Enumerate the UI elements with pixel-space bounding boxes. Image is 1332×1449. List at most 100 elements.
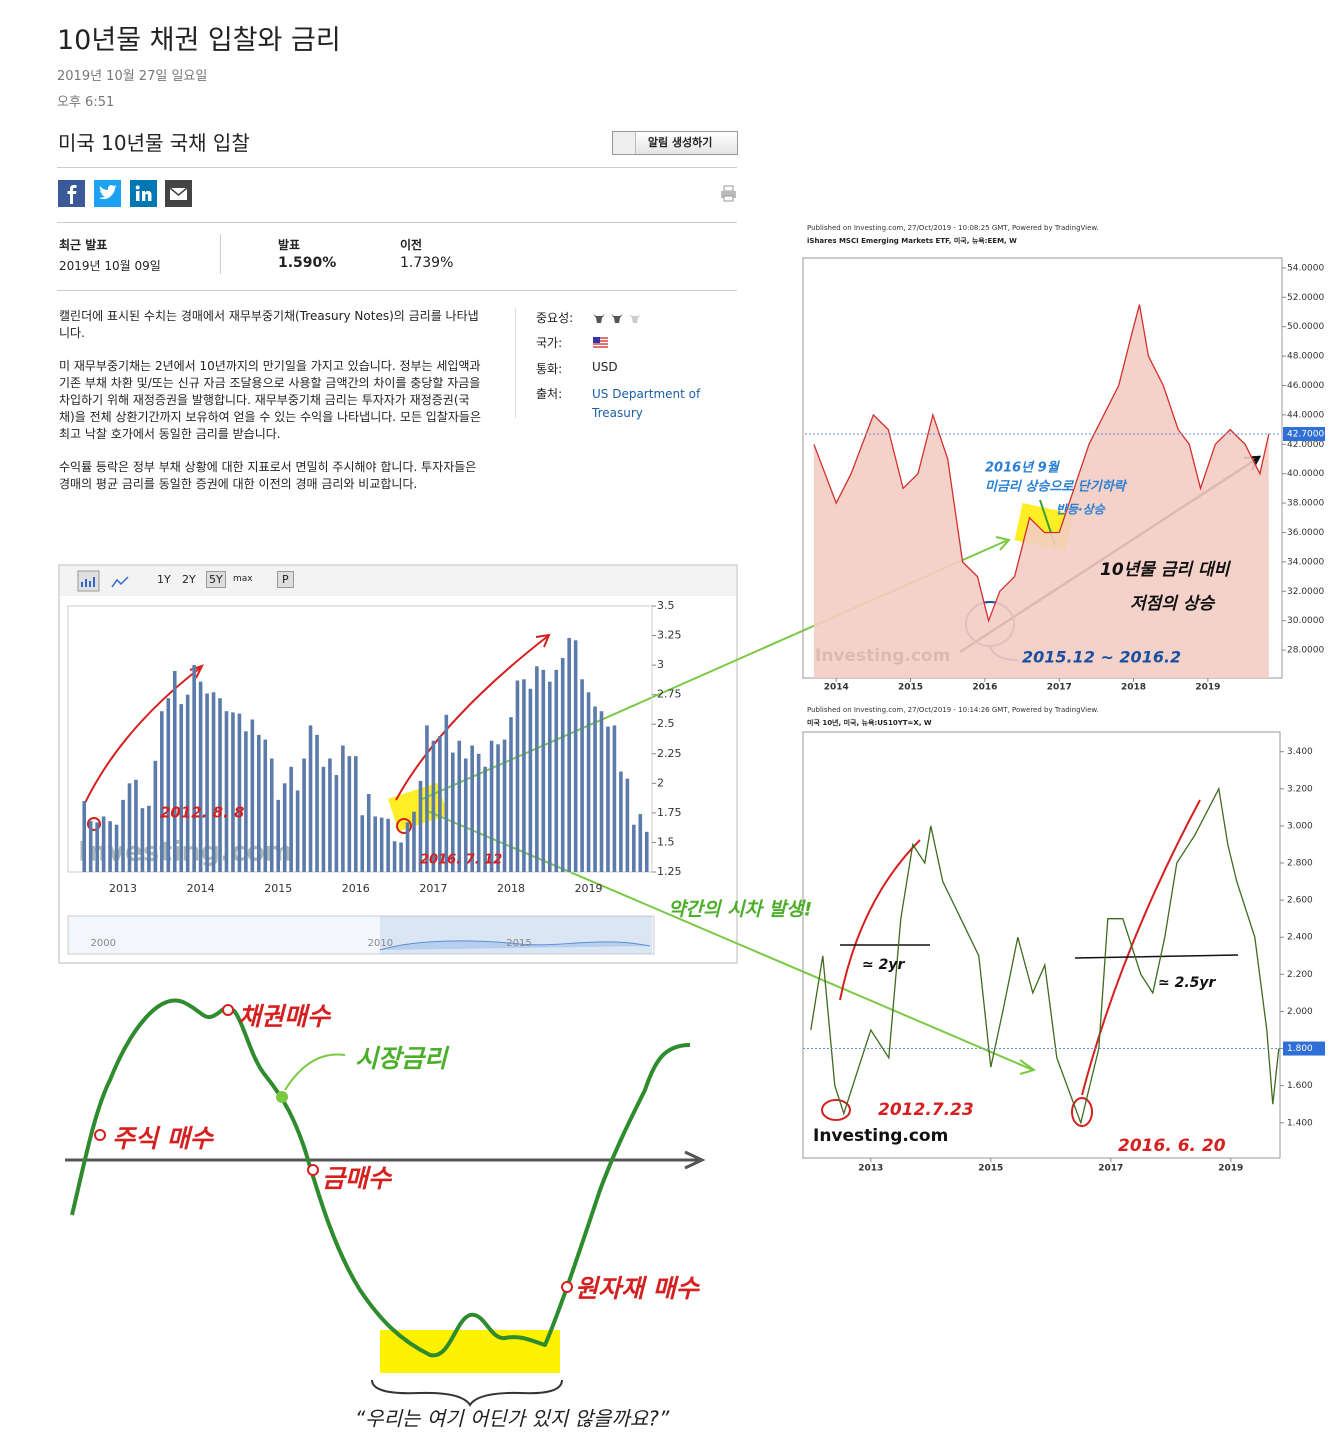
print-button[interactable]	[720, 185, 737, 202]
hand-circle	[1071, 1097, 1093, 1127]
share-facebook[interactable]	[58, 180, 85, 207]
bar	[554, 669, 559, 872]
bar	[470, 745, 474, 872]
hand-arrow	[839, 839, 921, 1001]
connector-arrowhead	[1019, 1059, 1037, 1075]
bar	[386, 818, 390, 872]
bar	[205, 693, 209, 872]
bar	[192, 665, 196, 872]
range-button[interactable]: 5Y	[206, 571, 226, 588]
y-tick-label: 3.400	[1287, 747, 1313, 757]
current-badge	[1283, 1041, 1325, 1056]
bar	[644, 831, 649, 872]
bar	[438, 736, 442, 872]
bar	[612, 725, 617, 872]
highlight	[380, 1330, 560, 1373]
range-button[interactable]: 1Y	[157, 573, 171, 586]
navigator	[67, 915, 655, 955]
hand-circle	[821, 1099, 851, 1121]
bar	[295, 790, 300, 872]
y-tick-label: 48.0000	[1287, 352, 1324, 362]
y-tick-label: 3	[657, 658, 664, 671]
events-button[interactable]: P	[277, 571, 294, 588]
current-label: 1.800	[1287, 1044, 1313, 1054]
chart-title: 미국 10년, 미국, 뉴욕:US10YT=X, W	[807, 718, 932, 727]
email-glyph	[169, 187, 188, 200]
bar	[535, 666, 539, 872]
y-tick-label: 3.000	[1287, 821, 1313, 831]
bar	[179, 704, 184, 872]
annotation: 10년물 금리 대비	[1100, 560, 1232, 580]
y-tick-label: 1.800	[1287, 1044, 1313, 1054]
series-line	[810, 786, 1280, 1126]
y-tick-label: 1.5	[657, 835, 675, 848]
range-button[interactable]: 2Y	[182, 573, 196, 586]
share-twitter[interactable]	[94, 180, 121, 207]
y-tick-label: 2.000	[1287, 1007, 1313, 1017]
meta-label: 출처:	[536, 387, 563, 401]
line-icon	[111, 576, 129, 588]
post-title: 10년물 채권 입찰와 금리	[57, 25, 341, 56]
y-tick-label: 32.0000	[1287, 587, 1324, 597]
bar	[606, 726, 610, 872]
y-tick-label: 28.0000	[1287, 646, 1324, 656]
source-link[interactable]: US Department of Treasury	[592, 387, 701, 420]
range-button[interactable]: max	[233, 574, 253, 584]
bar	[302, 758, 306, 872]
current-label: 42.7000	[1287, 429, 1324, 439]
highlight	[388, 782, 448, 832]
bar	[560, 658, 565, 872]
cycle-label: 원자재 매수	[575, 1274, 701, 1303]
current-badge	[1283, 426, 1325, 441]
linkedin-glyph	[135, 185, 152, 201]
navigator-label: 2010	[368, 938, 393, 949]
y-tick-label: 1.25	[657, 865, 682, 878]
hand-arrowhead	[1243, 455, 1262, 471]
meta-value: USD	[592, 360, 618, 374]
annotation: 2016. 6. 20	[1118, 1136, 1226, 1156]
hand-arrow	[395, 635, 549, 801]
bar	[431, 740, 436, 872]
alert-button-label: 알림 생성하기	[647, 136, 713, 149]
meta-label: 통화:	[536, 362, 563, 376]
x-tick-label: 2013	[858, 1164, 883, 1174]
y-tick-label: 2.75	[657, 688, 682, 701]
alert-button[interactable]: 알림 생성하기	[612, 131, 738, 155]
bar-icon-glyph	[81, 577, 95, 587]
plot-frame	[67, 605, 653, 873]
annotation: 2012. 8. 8	[160, 804, 244, 822]
annotation: 반등·상승	[1056, 503, 1106, 517]
meta-label: 국가:	[536, 336, 563, 350]
bar	[528, 688, 533, 872]
x-tick-label: 2015	[898, 683, 923, 693]
share-email[interactable]	[165, 180, 192, 207]
twitter-glyph	[99, 185, 117, 200]
y-tick-label: 40.0000	[1287, 469, 1324, 479]
cycle-curve	[70, 998, 691, 1358]
bar	[341, 745, 345, 872]
divider	[57, 167, 737, 168]
actual-value: 1.590%	[278, 255, 337, 271]
y-tick-label: 2.25	[657, 747, 682, 760]
share-linkedin[interactable]	[130, 180, 157, 207]
y-tick-label: 50.0000	[1287, 322, 1324, 332]
description-paragraph: 수익률 등락은 정부 부채 상황에 대한 지표로서 면밀히 주시해야 합니다. …	[59, 460, 477, 491]
annotation: 2015.12 ~ 2016.2	[1022, 648, 1181, 667]
x-tick-label: 2016	[972, 683, 997, 693]
bar	[392, 841, 397, 872]
cycle-label: 시장금리	[355, 1044, 450, 1073]
bar	[502, 739, 507, 872]
bar	[515, 680, 520, 872]
connector-arrow	[424, 809, 1034, 1071]
chart-subtitle: Published on Investing.com, 27/Oct/2019 …	[807, 706, 1099, 714]
cycle-point	[276, 1091, 288, 1103]
plot-frame	[802, 257, 1283, 679]
bar	[354, 756, 358, 872]
y-tick-label: 44.0000	[1287, 410, 1324, 420]
bar	[185, 694, 190, 872]
previous-label: 이전	[400, 238, 423, 252]
bar	[619, 771, 623, 872]
bar	[489, 740, 494, 872]
bar	[82, 801, 87, 872]
bar	[573, 640, 578, 872]
